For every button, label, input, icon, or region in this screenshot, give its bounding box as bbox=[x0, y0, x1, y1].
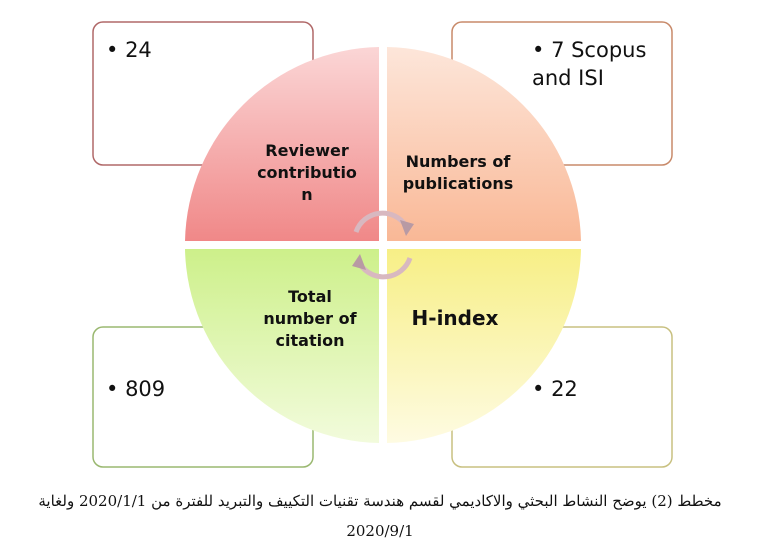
value-text: 809 bbox=[106, 375, 165, 403]
quadrant-label: Numbers of publications bbox=[402, 152, 514, 193]
quadrant-label: Total number of citation bbox=[263, 287, 357, 350]
value-text: 22 bbox=[532, 375, 578, 403]
quadrant-label: Reviewer contribution bbox=[257, 141, 357, 204]
caption: مخطط (2) يوضح النشاط البحثي والاكاديمي ل… bbox=[38, 492, 722, 540]
quadrant bbox=[185, 47, 379, 241]
quadrant-label: H-index bbox=[411, 306, 499, 330]
arrow-head bbox=[352, 254, 366, 270]
value-text: 24 bbox=[106, 36, 152, 64]
arrow-head bbox=[400, 220, 414, 236]
quadrant bbox=[185, 249, 379, 443]
quadrant bbox=[387, 47, 581, 241]
value-text: 7 Scopus and ISI bbox=[532, 36, 662, 92]
quadrant bbox=[387, 249, 581, 443]
cycle-arrows bbox=[353, 210, 413, 280]
